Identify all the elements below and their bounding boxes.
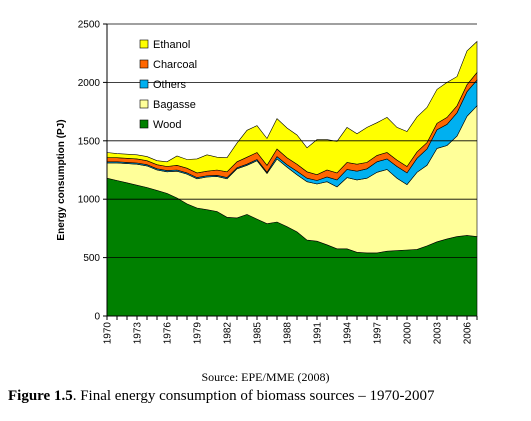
biomass-area-chart: 0 500 1000 1500 2000 2500 1970 1973 1976 1979 198… (56, 20, 478, 345)
x-tick-label: 1994 (343, 322, 354, 345)
area-ethanol (106, 40, 478, 176)
y-tick-label: 0 (94, 312, 100, 323)
figure-label: Figure 1.5 (8, 388, 73, 404)
figure-caption-text: . Final energy consumption of biomass so… (72, 388, 435, 404)
legend-swatch-bagasse (139, 99, 149, 109)
x-tick-label: 1991 (313, 322, 324, 345)
legend-label-bagasse: Bagasse (153, 99, 196, 111)
x-tick-label: 1985 (253, 322, 264, 345)
x-tick-label: 2000 (403, 322, 414, 345)
x-tick-label: 1979 (193, 322, 204, 345)
x-tick-label: 1997 (373, 322, 384, 345)
y-tick-label: 2500 (78, 20, 101, 31)
y-tick-label: 1000 (78, 195, 101, 206)
legend-label-wood: Wood (153, 119, 182, 131)
source-note: Source: EPE/MME (2008) (201, 370, 330, 384)
x-tick-label: 1970 (103, 322, 114, 345)
legend-label-ethanol: Ethanol (153, 39, 190, 51)
legend-label-others: Others (153, 79, 187, 91)
x-tick-label: 1982 (223, 322, 234, 345)
legend-swatch-charcoal (139, 59, 149, 69)
gridlines (107, 23, 477, 259)
axes (103, 23, 478, 320)
y-tick-label: 1500 (78, 136, 101, 147)
x-tick-label: 1988 (283, 322, 294, 345)
legend: Ethanol Charcoal Others Bagasse Wood (139, 39, 197, 131)
y-tick-labels: 0 500 1000 1500 2000 2500 (78, 20, 101, 323)
figure-caption: Figure 1.5. Final energy consumption of … (8, 388, 434, 405)
legend-swatch-wood (139, 119, 149, 129)
y-tick-label: 500 (83, 253, 100, 264)
y-axis-label: Energy consumption (PJ) (56, 119, 67, 240)
x-tick-labels: 1970 1973 1976 1979 1982 1985 1988 1991 1994 1997… (103, 322, 474, 345)
legend-swatch-ethanol (139, 39, 149, 49)
x-tick-label: 1973 (133, 322, 144, 345)
legend-swatch-others (139, 79, 149, 89)
y-tick-label: 2000 (78, 78, 101, 89)
x-tick-label: 2006 (463, 322, 474, 345)
legend-label-charcoal: Charcoal (153, 59, 197, 71)
x-tick-label: 2003 (433, 322, 444, 345)
stacked-areas (106, 40, 478, 317)
x-tick-label: 1976 (163, 322, 174, 345)
